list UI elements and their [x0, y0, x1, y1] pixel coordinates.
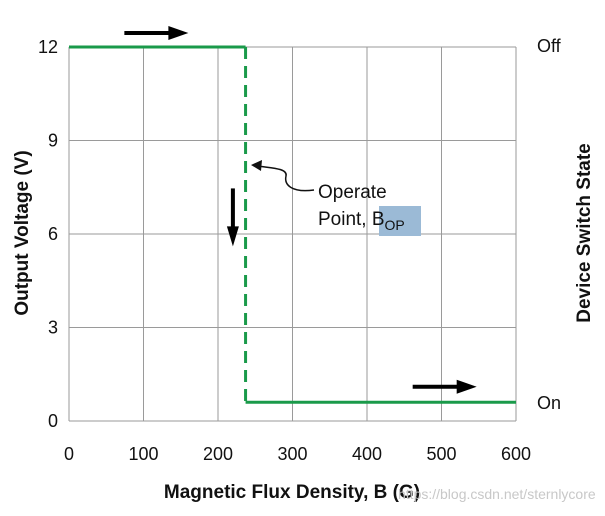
- watermark: https://blog.csdn.net/sternlycore: [398, 486, 596, 502]
- direction-arrow-right-3: [412, 379, 477, 394]
- annotation-line2: Point, BOP: [318, 209, 405, 233]
- x-tick-label-400: 400: [352, 444, 382, 464]
- tick-labels: 0 100 200 300 400 500 600 0 3 6 9 12: [38, 37, 531, 464]
- y-tick-label-12: 12: [38, 37, 58, 57]
- annotation-line1: Operate: [318, 182, 387, 203]
- x-tick-label-500: 500: [426, 444, 456, 464]
- right-axis-title: Device Switch State: [574, 143, 595, 323]
- state-on-label: On: [537, 393, 561, 413]
- bop-highlight: [379, 206, 421, 236]
- x-tick-label-600: 600: [501, 444, 531, 464]
- operate-point-annotation: Operate Point, BOP: [251, 160, 421, 236]
- annotation-subscript: OP: [385, 217, 405, 233]
- annotation-line2-text: Point, B: [318, 209, 385, 230]
- x-tick-label-200: 200: [203, 444, 233, 464]
- direction-arrow-down-2: [226, 188, 239, 247]
- y-tick-label-9: 9: [48, 131, 58, 151]
- direction-arrows: [124, 25, 477, 394]
- grid: [68, 46, 517, 422]
- series: [69, 45, 516, 404]
- x-axis-title: Magnetic Flux Density, B (G): [164, 482, 420, 503]
- x-tick-label-100: 100: [128, 444, 158, 464]
- x-tick-label-0: 0: [64, 444, 74, 464]
- annotation-leader: [257, 165, 315, 192]
- y-tick-label-6: 6: [48, 224, 58, 244]
- state-off-label: Off: [537, 36, 562, 56]
- direction-arrow-right-1: [124, 25, 189, 40]
- y-tick-label-0: 0: [48, 411, 58, 431]
- y-tick-label-3: 3: [48, 318, 58, 338]
- annotation-arrowhead: [251, 160, 262, 171]
- y-axis-title: Output Voltage (V): [12, 150, 33, 315]
- x-tick-label-300: 300: [277, 444, 307, 464]
